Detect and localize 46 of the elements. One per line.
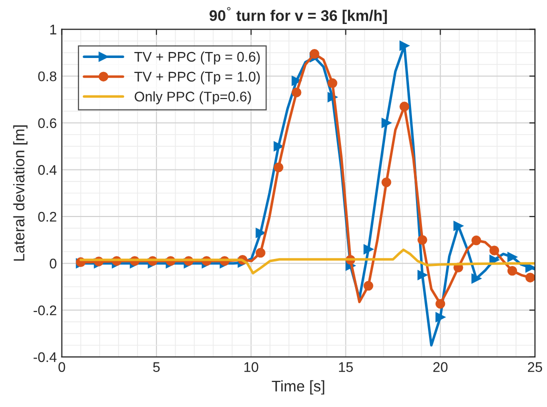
point xyxy=(400,102,410,112)
y-tick-label: 1 xyxy=(50,24,56,34)
x-tick-label: 5 xyxy=(153,362,160,372)
y-tick-label: 0.2 xyxy=(38,212,56,222)
chart-title: 90$^{°}$ turn for v = 36 [km/h] xyxy=(210,7,387,24)
point xyxy=(328,78,338,88)
point xyxy=(292,88,302,98)
legend-label: TV + PPC (Tp = 1.0) xyxy=(134,71,260,84)
point xyxy=(256,228,266,238)
point xyxy=(364,244,374,254)
point xyxy=(382,118,392,128)
point xyxy=(400,40,410,51)
point xyxy=(417,270,428,280)
point xyxy=(507,252,518,262)
point xyxy=(435,312,446,322)
legend-label: Only PPC (Tp=0.6) xyxy=(134,91,251,104)
x-axis-title: Time [s] xyxy=(272,380,324,395)
x-tick-label: 0 xyxy=(58,362,66,372)
point xyxy=(525,262,535,272)
point xyxy=(507,266,518,276)
point xyxy=(292,76,302,86)
y-tick-label: -0.4 xyxy=(34,352,57,362)
point xyxy=(453,221,464,231)
point xyxy=(417,235,428,245)
point xyxy=(525,272,535,282)
point xyxy=(471,274,482,284)
x-tick-label: 15 xyxy=(339,362,353,372)
y-tick-label: 0 xyxy=(50,258,56,268)
point xyxy=(274,162,284,172)
point xyxy=(274,141,284,152)
legend-label: TV + PPC (Tp = 0.6) xyxy=(134,52,260,64)
point xyxy=(489,246,500,256)
point xyxy=(256,248,266,258)
y-tick-label: 0.8 xyxy=(38,71,56,82)
point xyxy=(310,49,320,59)
point xyxy=(364,280,374,291)
x-tick-label: 25 xyxy=(528,362,542,372)
y-axis-title: Lateral deviation [m] xyxy=(13,125,28,261)
y-tick-label: 0.4 xyxy=(38,165,57,175)
x-tick-label: 20 xyxy=(433,362,448,372)
y-tick-label: 0.6 xyxy=(38,118,56,128)
y-tick-label: -0.2 xyxy=(34,305,56,316)
x-tick-label: 10 xyxy=(244,362,258,372)
point xyxy=(382,177,392,188)
point xyxy=(471,236,482,246)
point xyxy=(435,298,446,309)
